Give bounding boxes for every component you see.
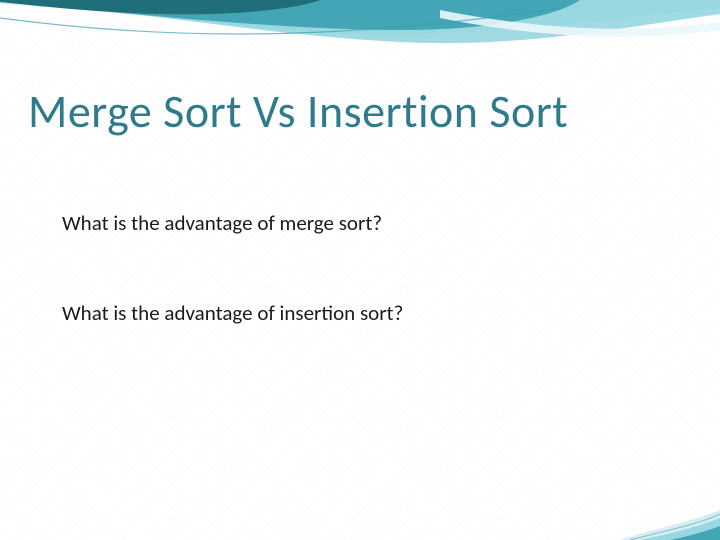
background-pattern <box>0 0 720 540</box>
slide-title: Merge Sort Vs Insertion Sort <box>28 84 568 140</box>
corner-wave-decoration <box>600 480 720 540</box>
header-wave-decoration <box>0 0 720 90</box>
question-2: What is the advantage of insertion sort? <box>62 300 403 326</box>
question-1: What is the advantage of merge sort? <box>62 210 382 236</box>
